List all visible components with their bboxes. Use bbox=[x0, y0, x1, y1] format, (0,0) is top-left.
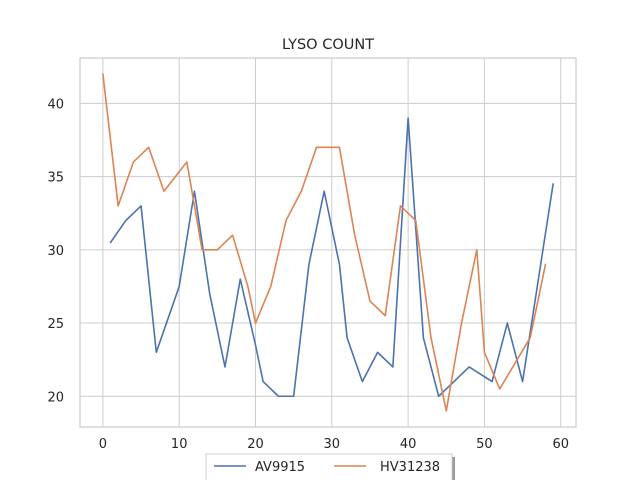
x-tick-label: 30 bbox=[324, 437, 341, 452]
x-tick-label: 60 bbox=[552, 437, 569, 452]
plot-frame bbox=[79, 57, 577, 428]
series-line-2 bbox=[102, 73, 547, 412]
legend-label-1: AV9915 bbox=[255, 460, 305, 475]
x-tick-labels: 0 10 20 30 40 50 60 bbox=[99, 437, 569, 452]
x-tick-label: 50 bbox=[476, 437, 493, 452]
y-tick-label: 30 bbox=[47, 244, 64, 259]
legend-box bbox=[205, 453, 453, 480]
grid-lines bbox=[80, 58, 576, 427]
y-tick-labels: 20 25 30 35 40 bbox=[47, 97, 64, 405]
series-lines bbox=[102, 73, 554, 412]
x-tick-label: 10 bbox=[171, 437, 188, 452]
legend-label-2: HV31238 bbox=[380, 460, 440, 475]
x-tick-label: 0 bbox=[99, 437, 107, 452]
x-tick-label: 20 bbox=[247, 437, 264, 452]
y-tick-label: 40 bbox=[47, 97, 64, 112]
legend: AV9915 HV31238 bbox=[205, 453, 455, 480]
x-tick-label: 40 bbox=[400, 437, 417, 452]
plot-area bbox=[80, 58, 576, 427]
chart-title: LYSO COUNT bbox=[282, 37, 374, 53]
y-tick-label: 20 bbox=[47, 390, 64, 405]
y-tick-label: 35 bbox=[47, 171, 64, 186]
y-tick-label: 25 bbox=[47, 317, 64, 332]
series-line-1 bbox=[109, 117, 554, 398]
